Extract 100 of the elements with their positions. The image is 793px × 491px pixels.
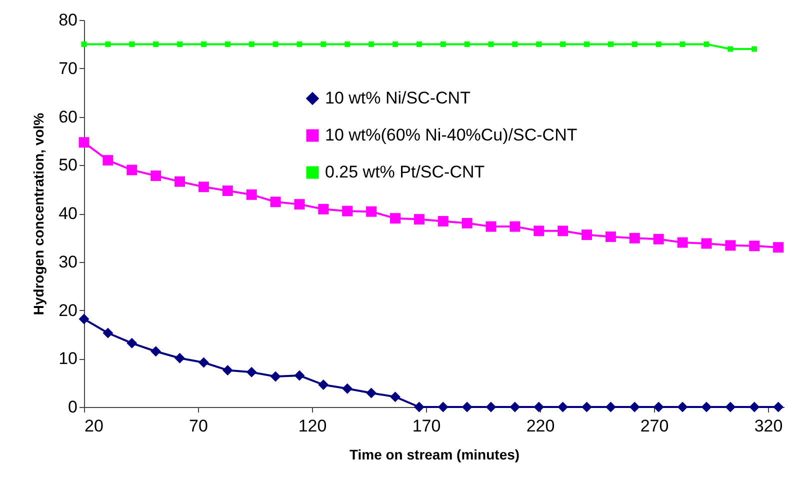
point bbox=[294, 370, 305, 381]
point bbox=[174, 176, 186, 187]
point bbox=[510, 402, 520, 412]
point bbox=[222, 364, 233, 376]
point bbox=[126, 338, 138, 348]
point bbox=[582, 402, 592, 412]
point bbox=[632, 41, 638, 47]
y-tick-label: 30 bbox=[58, 252, 78, 272]
point bbox=[296, 41, 302, 47]
point bbox=[78, 137, 90, 148]
point bbox=[272, 41, 278, 47]
point bbox=[150, 170, 162, 182]
point bbox=[390, 392, 400, 402]
point bbox=[534, 226, 544, 236]
point bbox=[200, 41, 206, 47]
point bbox=[318, 204, 329, 214]
point bbox=[366, 206, 377, 217]
point bbox=[318, 380, 329, 390]
point bbox=[342, 206, 353, 216]
point bbox=[464, 41, 470, 47]
y-tick-label: 0 bbox=[68, 398, 78, 416]
point bbox=[680, 41, 686, 47]
y-tick-label: 50 bbox=[58, 156, 78, 175]
point bbox=[701, 238, 712, 249]
point bbox=[126, 164, 138, 176]
x-tick-label: 20 bbox=[84, 416, 104, 436]
y-tick-label: 40 bbox=[58, 204, 78, 223]
point bbox=[558, 402, 568, 412]
point bbox=[224, 41, 230, 47]
point bbox=[656, 41, 662, 47]
point bbox=[246, 366, 257, 378]
point bbox=[512, 41, 518, 47]
point bbox=[629, 402, 640, 412]
legend-label: 0.25 wt% Pt/SC-CNT bbox=[325, 162, 485, 182]
point bbox=[749, 240, 760, 252]
point bbox=[486, 402, 496, 412]
point bbox=[629, 232, 640, 244]
y-axis-title: Hydrogen concentration, vol% bbox=[30, 112, 47, 316]
point bbox=[78, 314, 90, 324]
point bbox=[752, 46, 758, 52]
x-axis-title: Time on stream (minutes) bbox=[349, 446, 520, 462]
point bbox=[366, 388, 377, 398]
y-tick-label: 80 bbox=[58, 10, 78, 30]
point bbox=[270, 196, 281, 208]
point bbox=[582, 230, 592, 240]
point bbox=[153, 41, 159, 47]
point bbox=[605, 231, 616, 242]
point bbox=[344, 41, 350, 47]
point bbox=[102, 328, 114, 338]
point bbox=[129, 41, 135, 47]
y-tick-label: 60 bbox=[58, 107, 78, 126]
legend-label: 10 wt%(60% Ni-40%Cu)/SC-CNT bbox=[325, 126, 578, 144]
point bbox=[462, 218, 472, 228]
x-tick-label: 220 bbox=[526, 416, 555, 436]
point bbox=[320, 41, 326, 47]
x-tick-label: 170 bbox=[412, 416, 441, 436]
point bbox=[102, 155, 114, 166]
point bbox=[246, 189, 257, 200]
legend-label: 10 wt% Ni/SC-CNT bbox=[325, 88, 470, 108]
point bbox=[728, 46, 734, 52]
point bbox=[270, 371, 281, 382]
point bbox=[653, 234, 664, 244]
point bbox=[198, 182, 209, 192]
point bbox=[198, 357, 209, 368]
point bbox=[438, 402, 448, 412]
point bbox=[558, 226, 568, 236]
point bbox=[414, 402, 424, 412]
point bbox=[677, 237, 688, 248]
point bbox=[390, 213, 400, 224]
point bbox=[510, 221, 520, 232]
point bbox=[414, 214, 424, 225]
point bbox=[150, 346, 162, 357]
point bbox=[605, 402, 616, 412]
y-tick-label: 10 bbox=[58, 349, 78, 368]
point bbox=[677, 402, 688, 412]
point bbox=[416, 41, 422, 47]
point bbox=[105, 41, 111, 47]
point bbox=[725, 240, 736, 251]
point bbox=[749, 402, 760, 412]
point bbox=[294, 199, 305, 210]
point bbox=[584, 41, 590, 47]
point bbox=[701, 402, 712, 412]
point bbox=[222, 186, 233, 196]
point bbox=[392, 41, 398, 47]
point bbox=[342, 383, 353, 394]
point bbox=[177, 41, 183, 47]
x-tick-label: 270 bbox=[640, 416, 669, 436]
point bbox=[440, 41, 446, 47]
point bbox=[488, 41, 494, 47]
x-tick-label: 70 bbox=[189, 416, 208, 436]
y-tick-label: 70 bbox=[58, 58, 78, 78]
point bbox=[704, 41, 710, 47]
x-tick-label: 320 bbox=[754, 416, 783, 436]
point bbox=[560, 41, 566, 47]
point bbox=[534, 402, 544, 412]
point bbox=[773, 242, 784, 253]
point bbox=[248, 41, 254, 47]
point bbox=[653, 402, 664, 412]
point bbox=[368, 41, 374, 47]
point bbox=[174, 352, 186, 364]
